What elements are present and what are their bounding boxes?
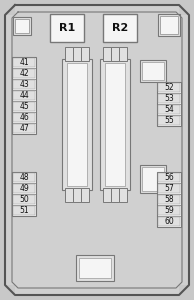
Bar [157,172,181,227]
Text: 57: 57 [164,184,174,193]
Bar [65,47,73,61]
Bar [140,165,166,193]
Bar [15,5,179,295]
Bar [103,14,137,42]
Bar [67,63,87,186]
Bar [13,102,35,111]
Text: 58: 58 [164,195,174,204]
Bar [111,47,119,61]
Bar [65,188,73,202]
Text: 53: 53 [164,94,174,103]
Bar [119,188,127,202]
Bar [15,19,29,33]
Bar [158,173,180,182]
Bar [158,184,180,193]
Text: 50: 50 [19,195,29,204]
Bar [158,105,180,114]
Bar [13,17,31,35]
Text: 49: 49 [19,184,29,193]
Bar [73,188,81,202]
Text: 56: 56 [164,173,174,182]
Bar [13,91,35,100]
Text: 52: 52 [164,83,174,92]
Bar [158,195,180,204]
Bar [103,47,111,61]
Bar [140,60,166,82]
Text: 59: 59 [164,206,174,215]
Bar [18,12,176,288]
Bar [13,80,35,89]
Text: 45: 45 [19,102,29,111]
Text: 51: 51 [19,206,29,215]
Bar [13,195,35,204]
Bar [12,172,36,216]
Text: 43: 43 [19,80,29,89]
Bar [13,173,35,182]
Bar [158,206,180,215]
Bar [158,83,180,92]
Bar [81,188,89,202]
Bar [105,63,125,186]
Text: 48: 48 [19,173,29,182]
Bar [13,69,35,78]
Bar [13,124,35,133]
Bar [12,18,182,282]
Text: 46: 46 [19,113,29,122]
Bar [62,59,92,190]
Bar [119,47,127,61]
Bar [158,94,180,103]
Text: 54: 54 [164,105,174,114]
Bar [142,62,164,80]
Bar [158,116,180,125]
Bar [158,217,180,226]
Bar [79,258,111,278]
Bar [111,188,119,202]
Bar [13,113,35,122]
Bar [13,184,35,193]
Bar [142,167,164,191]
Bar [13,58,35,67]
Text: R1: R1 [59,23,75,33]
Bar [160,16,178,34]
Bar [158,14,180,36]
Bar [50,14,84,42]
Bar [100,59,130,190]
Bar [81,47,89,61]
Bar [103,188,111,202]
Bar [73,47,81,61]
Text: 44: 44 [19,91,29,100]
Bar [76,255,114,281]
Text: R2: R2 [112,23,128,33]
Text: 60: 60 [164,217,174,226]
Text: 55: 55 [164,116,174,125]
Bar [13,206,35,215]
Text: 47: 47 [19,124,29,133]
Bar [157,82,181,126]
Bar [12,57,36,134]
Text: 41: 41 [19,58,29,67]
Text: 42: 42 [19,69,29,78]
